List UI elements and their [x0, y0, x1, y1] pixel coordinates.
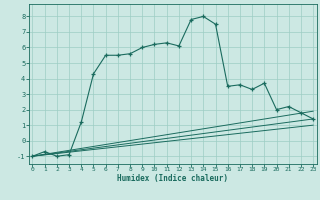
X-axis label: Humidex (Indice chaleur): Humidex (Indice chaleur)	[117, 174, 228, 183]
